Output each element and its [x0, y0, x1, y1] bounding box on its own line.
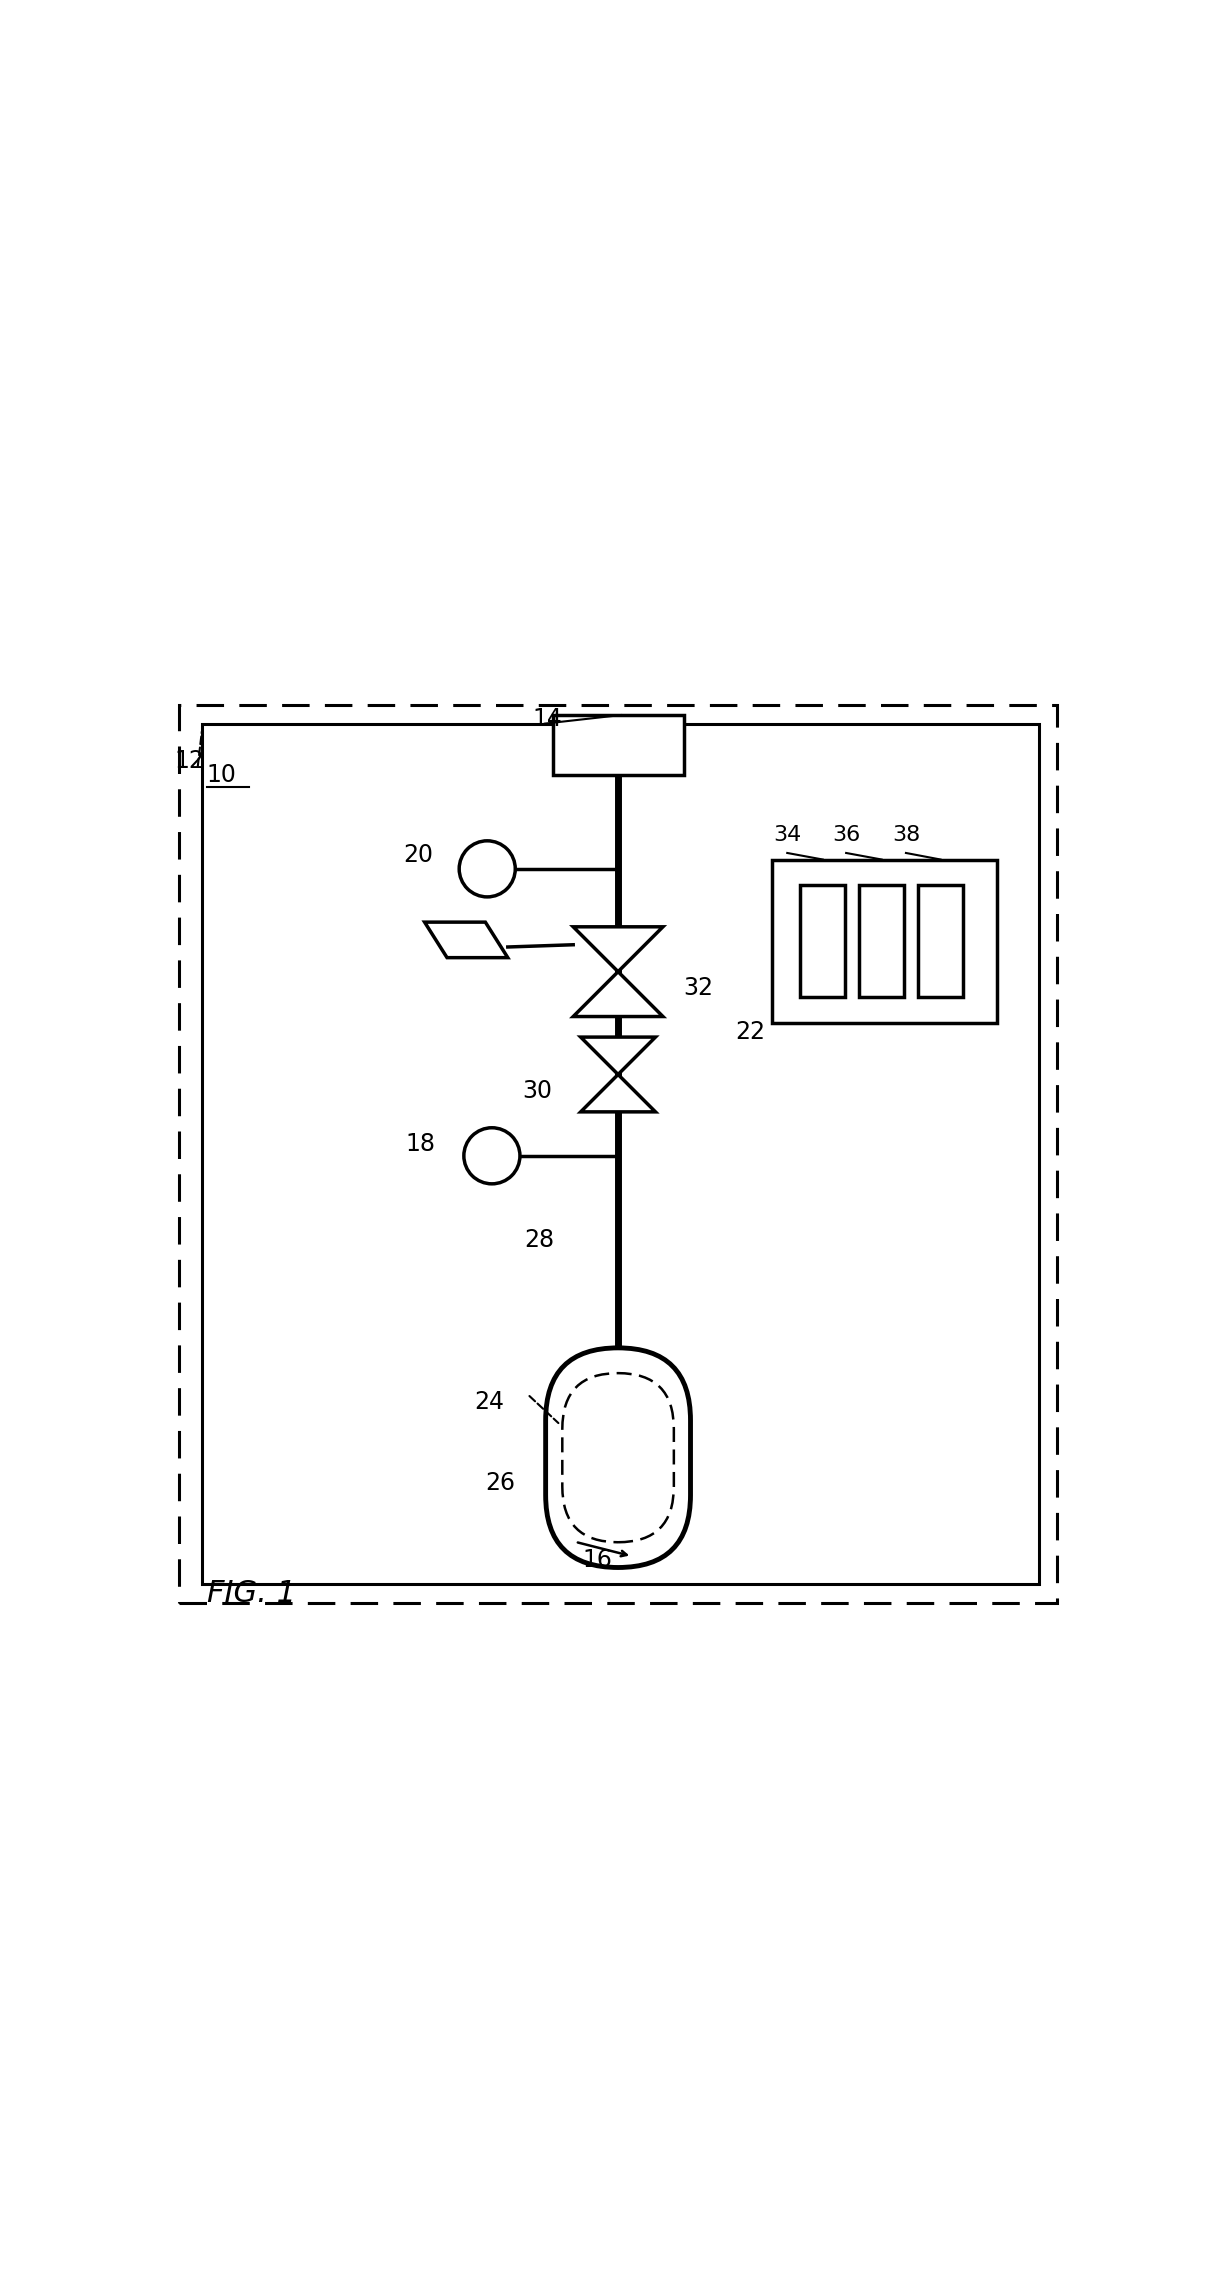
Text: 22: 22: [734, 1021, 765, 1044]
Text: 18: 18: [405, 1131, 435, 1156]
Bar: [859, 884, 904, 996]
Text: 32: 32: [684, 976, 714, 999]
Text: 30: 30: [522, 1079, 552, 1104]
Text: 38: 38: [891, 825, 920, 845]
Text: T: T: [485, 1147, 498, 1165]
Text: 26: 26: [485, 1472, 515, 1494]
Text: 20: 20: [403, 843, 433, 866]
Circle shape: [459, 841, 515, 898]
Text: 24: 24: [474, 1389, 504, 1414]
Text: P: P: [480, 859, 494, 877]
Circle shape: [464, 1129, 520, 1184]
Bar: [552, 715, 684, 775]
Polygon shape: [581, 1074, 656, 1113]
Polygon shape: [425, 923, 508, 957]
Text: 28: 28: [525, 1227, 555, 1252]
Text: 12: 12: [174, 749, 204, 772]
Text: 16: 16: [582, 1549, 613, 1572]
Text: 34: 34: [773, 825, 801, 845]
Polygon shape: [573, 928, 663, 971]
Text: 36: 36: [832, 825, 860, 845]
Bar: [772, 859, 996, 1024]
FancyBboxPatch shape: [545, 1348, 691, 1568]
Text: 10: 10: [207, 763, 236, 788]
Polygon shape: [581, 1037, 656, 1074]
Text: FIG. 1: FIG. 1: [207, 1579, 295, 1609]
Polygon shape: [573, 971, 663, 1017]
Bar: [918, 884, 962, 996]
Text: 14: 14: [532, 708, 562, 731]
Bar: [203, 724, 1038, 1584]
Bar: [801, 884, 845, 996]
